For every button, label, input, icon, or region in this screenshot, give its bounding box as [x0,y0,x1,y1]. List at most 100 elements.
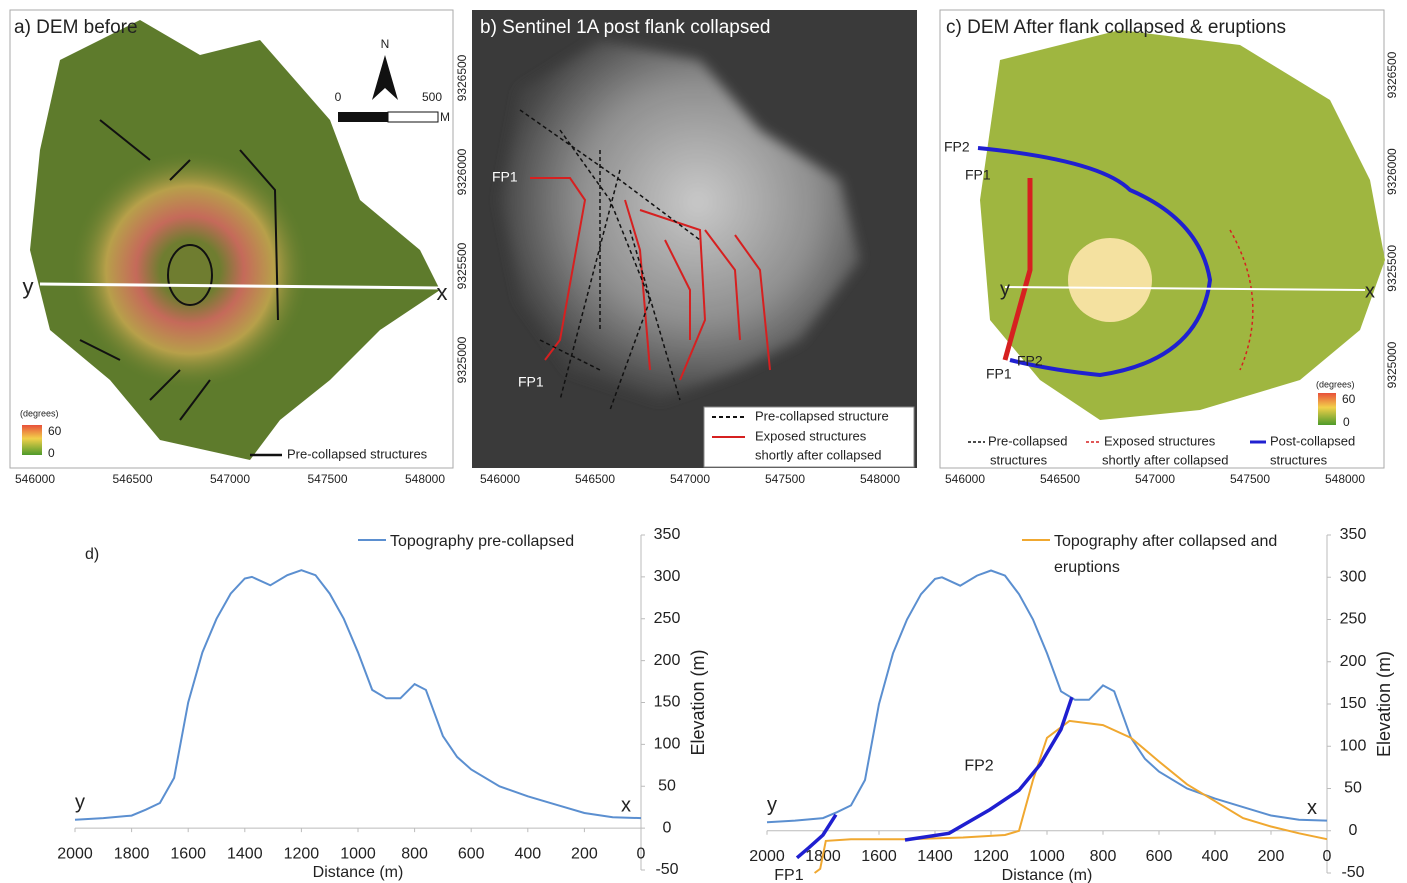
northing-label: 9325500 [1385,245,1399,292]
profile-end: y [1000,278,1010,300]
easting-label: 546500 [112,472,152,486]
legend-label: Exposed structures [755,428,867,443]
x-tick-label: 400 [514,845,541,862]
y-tick-label: 200 [654,652,681,669]
easting-label: 546500 [575,472,615,486]
y-axis-label: Elevation (m) [1374,651,1394,757]
easting-label: 547500 [1230,472,1270,486]
y-tick-label: 300 [1340,568,1367,585]
north-label: N [381,37,390,51]
fault-label: FP1 [774,867,803,883]
x-tick-label: 2000 [749,848,785,865]
y-tick-label: 50 [1344,780,1362,797]
slope-min: 0 [1343,415,1350,429]
slope-unit: (degrees) [20,408,59,418]
figure: a) DEM before N 0 500 M (degrees) 60 0 P… [0,0,1407,883]
map-title: a) DEM before [14,17,138,38]
crater [1068,238,1152,322]
map-b: b) Sentinel 1A post flank collapsed FP1 … [472,10,917,468]
x-tick-label: 1800 [114,845,150,862]
northing-label: 9325500 [455,242,469,289]
x-tick-label: 2000 [57,845,93,862]
slope-unit: (degrees) [1316,379,1355,389]
series-line [75,570,641,820]
scale-label: 0 [335,90,342,104]
fault-label: FP1 [965,167,991,183]
x-axis-label: Distance (m) [1002,867,1093,883]
y-tick-label: 0 [1349,822,1358,839]
fault-label: FP1 [492,169,518,185]
easting-label: 547000 [670,472,710,486]
x-tick-label: 1200 [284,845,320,862]
profile-end: x [437,280,448,305]
scale-label: 500 [422,90,442,104]
y-tick-label: 50 [658,777,676,794]
y-tick-label: 150 [654,694,681,711]
legend-label: shortly after collapsed [755,447,881,462]
x-axis-label: Distance (m) [313,864,404,881]
x-tick-label: 0 [1323,848,1332,865]
x-tick-label: 200 [1258,848,1285,865]
profile-end: x [1365,280,1375,302]
easting-label: 546000 [945,472,985,486]
x-tick-label: 800 [401,845,428,862]
x-tick-label: 200 [571,845,598,862]
fault-label: FP2 [944,139,970,155]
y-tick-label: 250 [654,610,681,627]
page: a) DEM before N 0 500 M (degrees) 60 0 P… [0,0,1407,883]
profile-end: y [767,794,777,816]
x-tick-label: 0 [637,845,646,862]
slope-max: 60 [48,424,62,438]
legend-box: Topography after collapsed and eruptions [1054,529,1284,579]
northing-label: 9325000 [1385,341,1399,388]
profile-end: x [621,794,631,816]
fault-label: FP2 [964,757,993,774]
x-tick-label: 400 [1202,848,1229,865]
fault-label: FP2 [1017,353,1043,369]
y-tick-label: 200 [1340,653,1367,670]
x-tick-label: 1400 [917,848,953,865]
scale-bar [338,112,388,122]
map-title: c) DEM After flank collapsed & eruptions [946,17,1286,38]
easting-label: 546000 [480,472,520,486]
slope-min: 0 [48,446,55,460]
northing-label: 9326000 [1385,148,1399,195]
northing-label: 9325000 [455,336,469,383]
profile-end: y [75,791,85,813]
legend-label: Post-collapsed [1270,433,1355,448]
x-tick-label: 1600 [861,848,897,865]
slope-bar [1318,393,1336,425]
fault-label: FP1 [986,366,1012,382]
x-tick-label: 600 [1146,848,1173,865]
legend-label: Exposed structures [1104,433,1216,448]
legend-label: Pre-collapsed structure [755,408,889,423]
x-tick-label: 1400 [227,845,263,862]
northing-label: 9326500 [1385,51,1399,98]
easting-label: 547000 [210,472,250,486]
slope-bar [22,425,42,455]
easting-label: 546000 [15,472,55,486]
legend-label: Topography after collapsed and eruptions [1054,529,1284,579]
easting-label: 546500 [1040,472,1080,486]
profile-end: y [23,274,34,299]
legend-label: Pre-collapsed structures [287,446,428,461]
x-tick-label: 1000 [340,845,376,862]
map-title: b) Sentinel 1A post flank collapsed [480,17,770,38]
y-tick-label: 250 [1340,611,1367,628]
y-tick-label: -50 [1341,864,1364,881]
x-tick-label: 800 [1090,848,1117,865]
y-tick-label: 100 [654,736,681,753]
easting-label: 548000 [860,472,900,486]
map-a: a) DEM before N 0 500 M (degrees) 60 0 P… [10,10,453,468]
easting-label: 547500 [765,472,805,486]
easting-label: 548000 [405,472,445,486]
legend-label: Pre-collapsed [988,433,1068,448]
panel-label: d) [85,546,99,563]
y-tick-label: 0 [663,819,672,836]
y-tick-label: 150 [1340,695,1367,712]
x-tick-label: 1200 [973,848,1009,865]
y-axis-label: Elevation (m) [688,649,708,755]
y-tick-label: 350 [654,526,681,543]
legend-box: Topography pre-collapsed [390,529,620,579]
x-tick-label: 1600 [170,845,206,862]
